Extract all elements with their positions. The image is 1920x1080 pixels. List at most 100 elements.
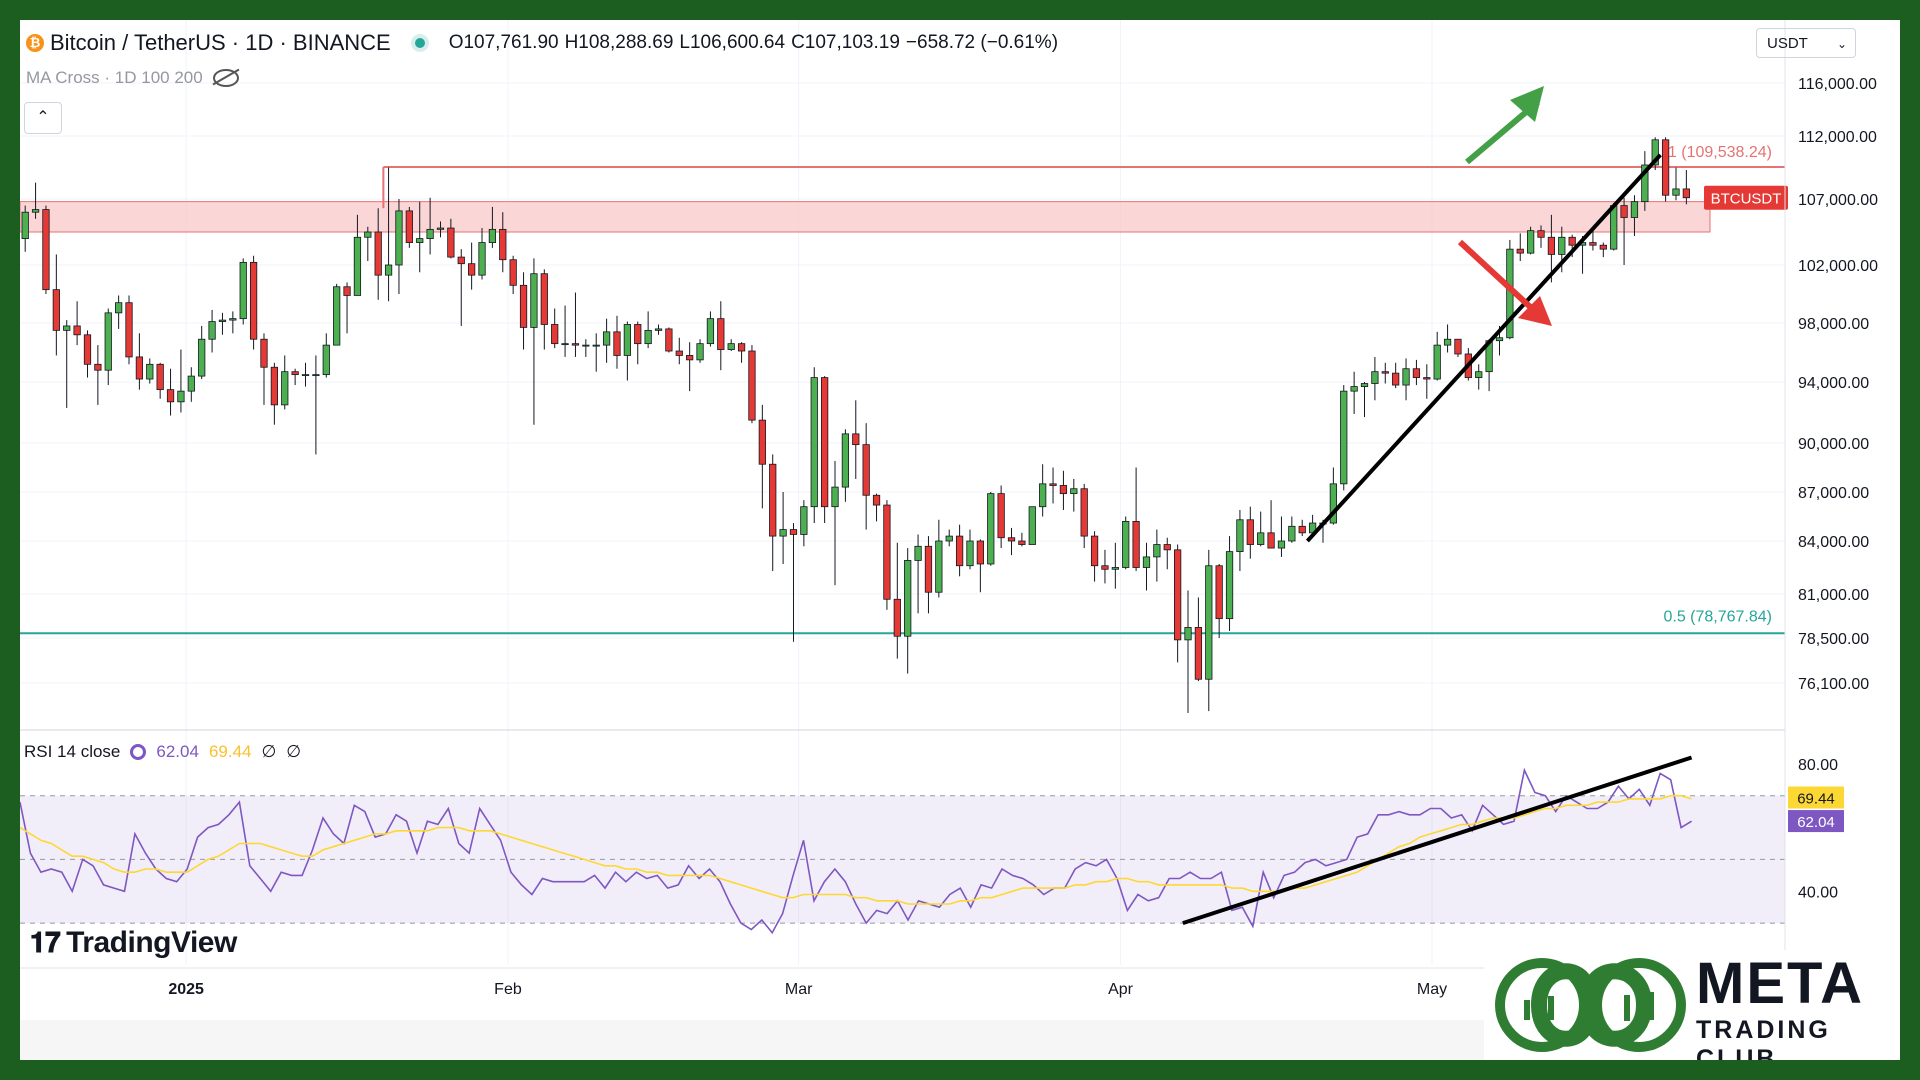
hidden-eye-icon[interactable] (212, 69, 239, 87)
candle-body (353, 236, 362, 296)
candle-body (1423, 377, 1431, 380)
candle-body (198, 338, 206, 377)
candle-body (218, 319, 227, 322)
candle-body (966, 540, 974, 567)
candle-body (249, 261, 258, 340)
currency-select[interactable]: USDT ⌄ (1756, 28, 1856, 58)
candle-body (644, 329, 652, 345)
candle-body (1257, 532, 1265, 545)
candle-body (125, 302, 133, 358)
price-tick-label: 76,100.00 (1798, 676, 1869, 693)
price-tick-label: 94,000.00 (1798, 375, 1869, 392)
rsi-tick-label: 40.00 (1798, 884, 1838, 901)
candle-body (1090, 535, 1099, 567)
candle-body (374, 231, 382, 276)
candle-body (1225, 551, 1234, 620)
candle-body (582, 344, 590, 347)
tradingview-logo: 𝟏𝟕 TradingView (30, 926, 237, 960)
ma-cross-label[interactable]: MA Cross · 1D 100 200 (26, 68, 203, 87)
candle-body (63, 325, 71, 331)
refresh-icon[interactable] (130, 744, 147, 760)
candle-body (623, 324, 631, 356)
candle-body (1599, 244, 1607, 250)
candle-body (1215, 565, 1223, 620)
red-arrow-shaft (1457, 239, 1543, 319)
last-price-badge (1704, 185, 1788, 210)
candle-body (1184, 627, 1192, 641)
ohlc-high: H108,288.69 (564, 32, 674, 53)
candle-body (1558, 236, 1566, 255)
price-tick-label: 116,000.00 (1798, 76, 1877, 93)
candle-body (1475, 371, 1483, 378)
candle-body (229, 318, 237, 321)
rsi-ma-line (20, 794, 1692, 905)
rsi-trendline (1182, 755, 1693, 926)
candle-body (52, 289, 60, 331)
candle-body (1392, 372, 1400, 386)
candle-body (1236, 519, 1244, 552)
candle-body (862, 444, 870, 496)
candle-body (1381, 371, 1389, 374)
candle-body (1340, 390, 1348, 485)
price-tick-label: 78,500.00 (1798, 631, 1869, 648)
candle-body (1661, 139, 1670, 196)
candle-body (312, 374, 320, 377)
candle-body (696, 343, 704, 361)
price-tick-label: 107,000.00 (1798, 192, 1878, 209)
price-tick-label: 112,000.00 (1798, 129, 1877, 146)
candle-body (364, 231, 372, 238)
candle-body (1142, 556, 1151, 568)
candle-body (135, 356, 144, 380)
support-trendline (1305, 153, 1662, 543)
ohlc-change: −658.72 (−0.61%) (905, 32, 1059, 53)
candle-body (447, 227, 455, 258)
candle-body (769, 463, 777, 537)
candle-body (94, 363, 102, 371)
candle-body (1402, 368, 1410, 386)
rsi-legend: RSI 14 close 62.04 69.44 ∅ ∅ (24, 742, 301, 762)
resistance-zone (20, 201, 1711, 233)
candle-body (395, 210, 403, 266)
candle-body (1537, 230, 1545, 238)
candle-body (301, 374, 310, 377)
rsi-label[interactable]: RSI 14 close (24, 742, 121, 761)
candle-body (177, 390, 185, 403)
candle-body (104, 312, 112, 371)
time-tick-label: Apr (1108, 981, 1134, 998)
candle-body (1651, 139, 1659, 166)
collapse-legend-button[interactable]: ⌃ (24, 102, 62, 134)
candle-body (239, 261, 247, 320)
candle-body (436, 227, 445, 230)
time-tick-label: Feb (494, 981, 522, 998)
candle-body (935, 540, 943, 593)
symbol-title[interactable]: Bitcoin / TetherUS · 1D · BINANCE (50, 30, 391, 55)
candle-body (457, 256, 465, 265)
candle-body (706, 318, 715, 345)
candle-body (488, 228, 497, 243)
candle-body (1163, 544, 1171, 551)
bitcoin-icon: ₿ (26, 34, 44, 52)
candle-body (1350, 386, 1358, 392)
candle-body (1246, 519, 1254, 545)
candle-body (748, 350, 756, 421)
ohlc-close: C107,103.19 (791, 32, 900, 53)
candle-body (665, 328, 673, 352)
price-tick-label: 98,000.00 (1798, 316, 1869, 333)
ohlc-open: O107,761.90 (448, 32, 559, 53)
candle-body (1018, 540, 1026, 545)
candle-body (976, 540, 984, 565)
candle-body (1194, 627, 1203, 680)
candle-body (166, 389, 175, 403)
chart-canvas[interactable]: 1 (109,538.24) 0.5 (78,767.84) 116,000.00 1… (20, 20, 1900, 1060)
red-arrow-head (1518, 296, 1552, 326)
candle-body (1682, 188, 1690, 199)
price-tick-label: 87,000.00 (1798, 485, 1869, 502)
rsi-badge-label: 62.04 (1797, 814, 1835, 831)
candle-body (893, 598, 901, 637)
candle-body (1610, 205, 1618, 250)
candle-body (1630, 201, 1639, 218)
candle-body (1049, 483, 1057, 486)
candle-body (115, 302, 123, 314)
candle-body (260, 338, 268, 368)
candle-body (1007, 537, 1016, 542)
